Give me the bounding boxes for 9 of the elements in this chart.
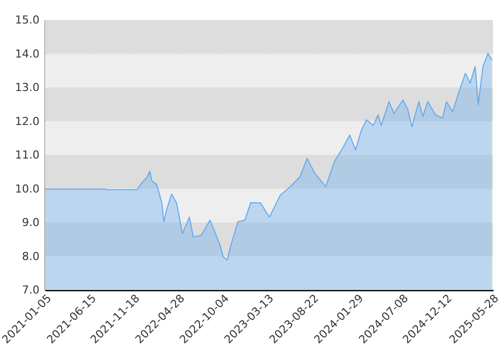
y-tick-label: 10.0	[15, 182, 40, 196]
y-tick-label: 11.0	[15, 148, 40, 162]
y-tick-label: 7.0	[22, 284, 40, 296]
y-tick-label: 12.0	[15, 114, 40, 128]
y-tick-label: 8.0	[22, 250, 40, 263]
y-tick-label: 13.0	[15, 81, 40, 94]
y-tick-label: 14.0	[15, 47, 40, 60]
y-tick-label: 15.0	[15, 14, 40, 26]
y-tick-label: 9.0	[22, 216, 40, 229]
